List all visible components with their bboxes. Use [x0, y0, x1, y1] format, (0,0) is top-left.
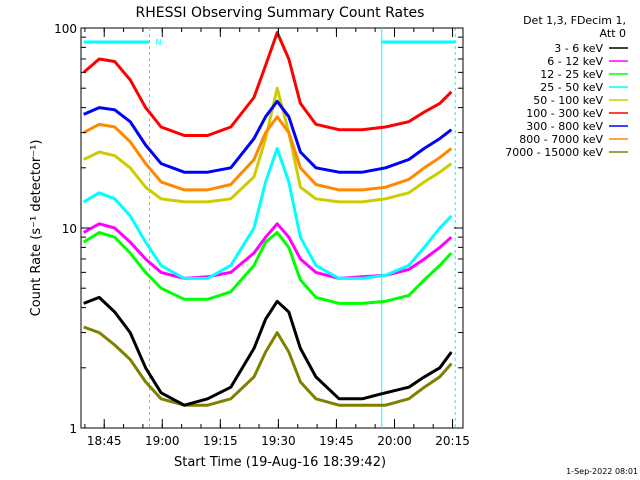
vertical-markers — [149, 28, 456, 428]
legend-label-2: 12 - 25 keV — [540, 68, 603, 81]
series-line-0 — [83, 295, 453, 407]
series-line-1 — [82, 222, 453, 280]
y-tick-label-1: 10 — [62, 222, 77, 236]
x-axis-ticks: 18:45 19:00 19:15 19:30 19:45 20:00 20:15 — [84, 28, 470, 448]
y-axis-ticks: 1 10 100 — [54, 22, 463, 436]
y-tick-label-0: 1 — [69, 422, 77, 436]
legend-label-1: 6 - 12 keV — [547, 55, 603, 68]
y-axis-label: Count Rate (s⁻¹ detector⁻¹) — [29, 140, 44, 317]
legend-label-0: 3 - 6 keV — [554, 42, 603, 55]
flag-bars: N — [83, 38, 456, 47]
series-line-8 — [83, 325, 453, 407]
legend-label-7: 800 - 7000 keV — [519, 133, 603, 146]
x-tick-label-2: 19:15 — [203, 434, 238, 448]
flag-label-0: N — [156, 38, 162, 47]
legend-label-6: 300 - 800 keV — [526, 120, 603, 133]
x-tick-label-3: 19:30 — [261, 434, 296, 448]
y-tick-label-2: 100 — [54, 22, 77, 36]
legend-header-1: Att 0 — [600, 27, 626, 40]
series-line-7 — [82, 115, 453, 192]
legend-label-4: 50 - 100 keV — [533, 94, 603, 107]
series-line-3 — [82, 146, 453, 280]
x-tick-label-6: 20:15 — [435, 434, 470, 448]
chart-title: RHESSI Observing Summary Count Rates — [136, 5, 425, 21]
legend-label-8: 7000 - 15000 keV — [505, 146, 603, 159]
x-tick-label-5: 20:00 — [377, 434, 412, 448]
timestamp: 1-Sep-2022 08:01 — [566, 467, 638, 476]
series-line-4 — [83, 86, 453, 204]
x-tick-label-1: 19:00 — [145, 434, 180, 448]
series-line-6 — [83, 99, 453, 174]
legend-label-5: 100 - 300 keV — [526, 107, 603, 120]
series-lines — [82, 31, 453, 407]
x-tick-label-0: 18:45 — [87, 434, 122, 448]
legend-header-0: Det 1,3, FDecim 1, — [523, 14, 626, 27]
x-axis-label: Start Time (19-Aug-16 18:39:42) — [174, 455, 386, 470]
series-line-5 — [82, 31, 453, 137]
legend-label-3: 25 - 50 keV — [540, 81, 603, 94]
x-tick-label-4: 19:45 — [319, 434, 354, 448]
series-line-2 — [82, 231, 453, 305]
